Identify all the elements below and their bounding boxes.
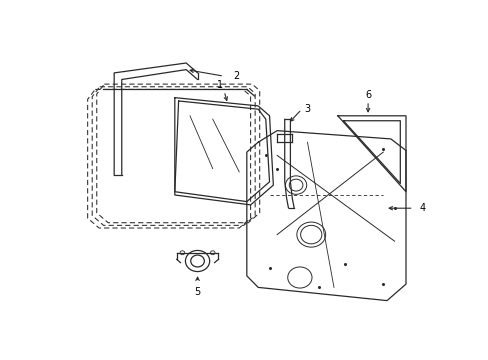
Text: 1: 1 bbox=[217, 80, 223, 90]
Text: 3: 3 bbox=[304, 104, 310, 114]
Text: 6: 6 bbox=[364, 90, 370, 100]
Text: 4: 4 bbox=[418, 203, 425, 213]
Text: 2: 2 bbox=[233, 71, 239, 81]
Text: 5: 5 bbox=[194, 287, 200, 297]
